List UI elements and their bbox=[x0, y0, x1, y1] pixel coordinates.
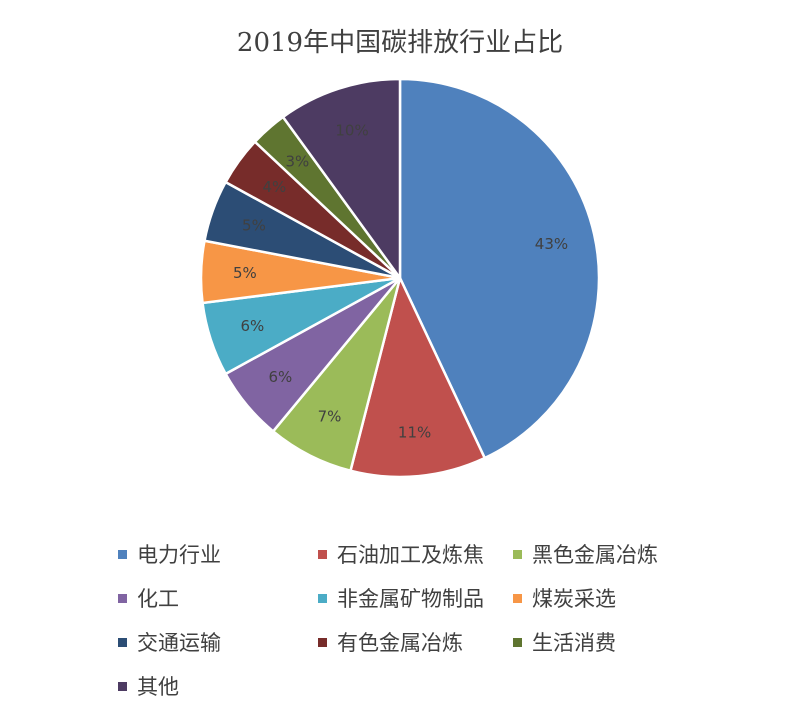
legend-item: 石油加工及炼焦 bbox=[318, 539, 513, 569]
legend-swatch bbox=[318, 593, 327, 603]
legend-row: 化工 非金属矿物制品 煤炭采选 bbox=[118, 576, 718, 620]
legend-item: 非金属矿物制品 bbox=[318, 583, 513, 613]
slice-label-4: 6% bbox=[240, 317, 264, 335]
slice-label-6: 5% bbox=[242, 216, 266, 234]
pie-slice-0 bbox=[398, 77, 601, 460]
legend-label: 黑色金属冶炼 bbox=[532, 543, 658, 567]
legend-swatch bbox=[118, 681, 127, 691]
legend-label: 煤炭采选 bbox=[532, 587, 616, 611]
legend-swatch bbox=[318, 549, 327, 559]
legend-item: 其他 bbox=[118, 671, 318, 701]
legend-swatch bbox=[318, 637, 327, 647]
legend-swatch bbox=[513, 549, 522, 559]
legend-item: 电力行业 bbox=[118, 539, 318, 569]
slice-label-8: 3% bbox=[285, 153, 309, 171]
slice-label-5: 5% bbox=[233, 264, 257, 282]
legend-label: 其他 bbox=[137, 675, 179, 699]
pie-slice-1 bbox=[348, 274, 487, 479]
legend: 电力行业 石油加工及炼焦 黑色金属冶炼化工 非金属矿物制品 煤炭采选交通运输 有色金属冶炼… bbox=[118, 532, 718, 708]
pie-chart: 43% 11% 7% 6% 6% 5% 5% 4% 3% 10% bbox=[199, 77, 601, 479]
legend-swatch bbox=[118, 593, 127, 603]
legend-label: 化工 bbox=[137, 587, 179, 611]
legend-row: 其他 bbox=[118, 664, 718, 708]
slice-label-2: 7% bbox=[318, 407, 342, 425]
legend-label: 石油加工及炼焦 bbox=[337, 543, 484, 567]
legend-item: 生活消费 bbox=[513, 627, 713, 657]
legend-swatch bbox=[118, 549, 127, 559]
slice-label-3: 6% bbox=[269, 368, 293, 386]
legend-item: 黑色金属冶炼 bbox=[513, 539, 713, 569]
legend-item: 化工 bbox=[118, 583, 318, 613]
slice-label-7: 4% bbox=[263, 178, 287, 196]
pie-slice-9 bbox=[281, 77, 402, 282]
slice-label-9: 10% bbox=[335, 121, 368, 139]
legend-item: 煤炭采选 bbox=[513, 583, 713, 613]
legend-label: 有色金属冶炼 bbox=[337, 631, 463, 655]
legend-item: 有色金属冶炼 bbox=[318, 627, 513, 657]
legend-item: 交通运输 bbox=[118, 627, 318, 657]
legend-label: 交通运输 bbox=[137, 631, 221, 655]
legend-row: 交通运输 有色金属冶炼 生活消费 bbox=[118, 620, 718, 664]
chart-title: 2019年中国碳排放行业占比 bbox=[236, 28, 564, 58]
slice-label-0: 43% bbox=[535, 235, 568, 253]
legend-swatch bbox=[513, 593, 522, 603]
legend-label: 非金属矿物制品 bbox=[337, 587, 484, 611]
legend-row: 电力行业 石油加工及炼焦 黑色金属冶炼 bbox=[118, 532, 718, 576]
legend-swatch bbox=[118, 637, 127, 647]
legend-label: 电力行业 bbox=[137, 543, 221, 567]
slice-label-1: 11% bbox=[398, 424, 431, 442]
legend-swatch bbox=[513, 637, 522, 647]
legend-label: 生活消费 bbox=[532, 631, 616, 655]
